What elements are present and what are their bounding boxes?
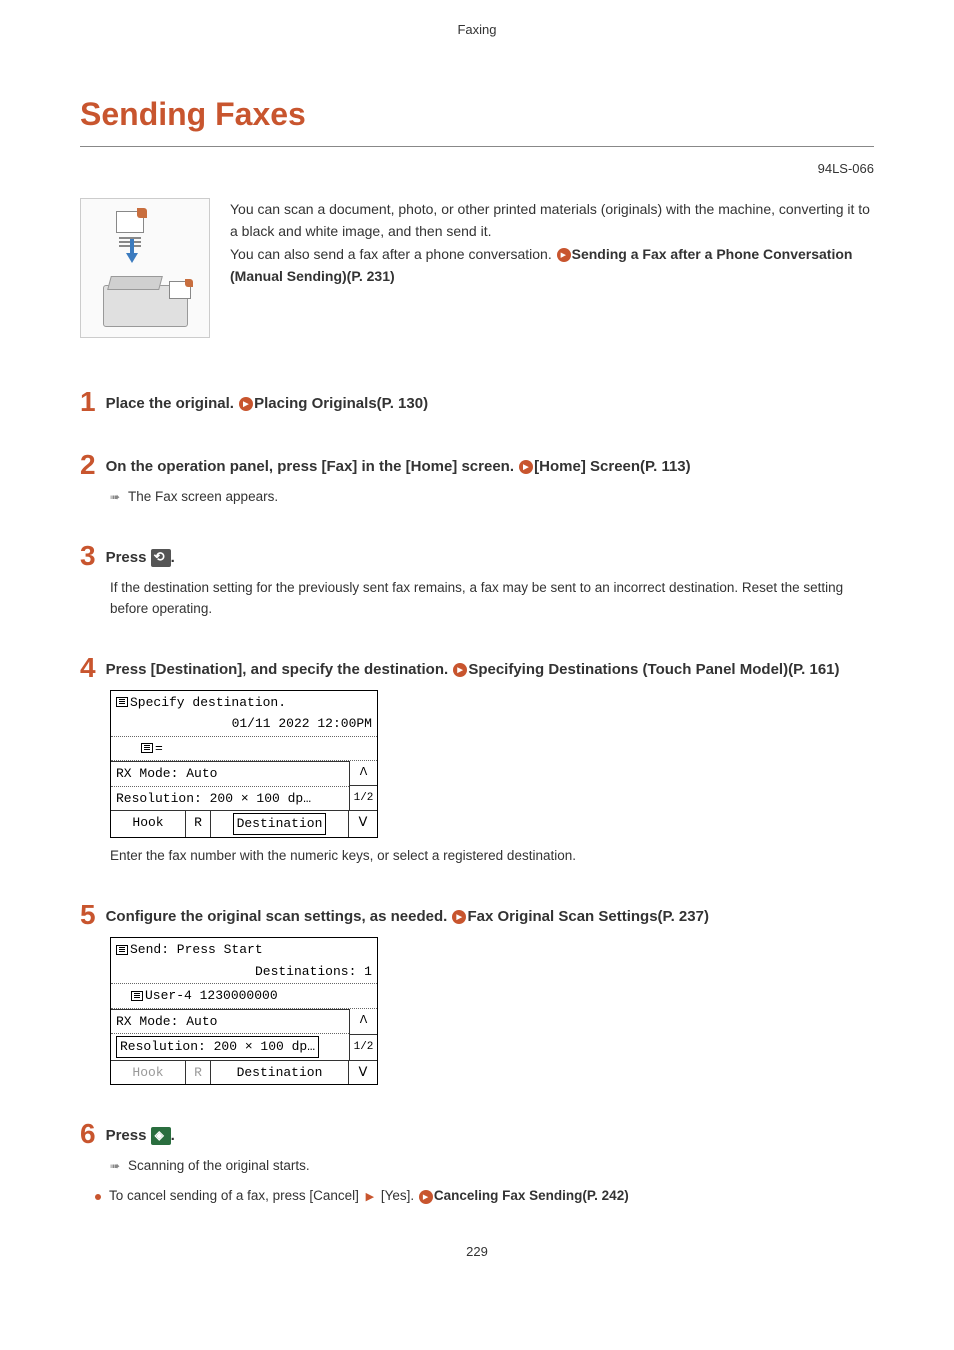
ss-hook-button: Hook [111,1061,186,1085]
page-header: Faxing [80,20,874,40]
step-number: 1 [80,388,96,416]
ss-equals: = [155,741,163,756]
step-title: Configure the original scan settings, as… [106,901,709,929]
step-6: 6 Press . Scanning of the original start… [80,1120,874,1207]
link-specifying-destinations[interactable]: Specifying Destinations (Touch Panel Mod… [468,661,839,678]
ss-user-number: User-4 1230000000 [145,988,278,1003]
document-code: 94LS-066 [80,159,874,179]
step3-text-a: Press [106,549,151,566]
link-icon [519,460,533,474]
paper-icon [131,991,143,1001]
link-icon [452,910,466,924]
ss-destinations-count: Destinations: 1 [255,962,372,982]
step-body: If the destination setting for the previ… [110,578,874,619]
step-5: 5 Configure the original scan settings, … [80,901,874,1085]
step-number: 6 [80,1120,96,1148]
step-body: The Fax screen appears. [110,487,874,507]
step-title: Press [Destination], and specify the des… [106,654,840,682]
intro-p2a: You can also send a fax after a phone co… [230,246,556,262]
figure-document-icon [116,211,144,233]
paper-icon [116,945,128,955]
step2-text: On the operation panel, press [Fax] in t… [106,458,519,475]
link-icon [419,1190,433,1204]
page-title: Sending Faxes [80,90,874,147]
step-body: Send: Press Start Destinations: 1 User-4… [110,937,874,1085]
step-number: 2 [80,451,96,479]
step-4: 4 Press [Destination], and specify the d… [80,654,874,866]
ss-destination-button: Destination [233,813,327,835]
step6-text-b: . [171,1127,175,1144]
step-body: Specify destination. 01/11 2022 12:00PM … [110,690,874,866]
step2-body: The Fax screen appears. [128,489,278,504]
ss-resolution-boxed: Resolution: 200 × 100 dp… [116,1036,319,1058]
step-number: 5 [80,901,96,929]
intro-p1: You can scan a document, photo, or other… [230,201,870,239]
link-icon [557,248,571,262]
ss-up-arrow: ᐱ [350,761,377,786]
inline-arrow-icon: ▶ [366,1191,374,1203]
ss-rx-mode: RX Mode: Auto [116,764,217,784]
ss-r-button: R [186,1061,211,1085]
ss-down-arrow: ᐯ [349,811,377,837]
reset-button-icon [151,549,171,567]
step-title: Press . [106,542,175,570]
bullet-icon [95,1194,101,1200]
step-1: 1 Place the original. Placing Originals(… [80,388,874,416]
result-arrow-icon [110,1156,124,1176]
fax-screen-screenshot: Specify destination. 01/11 2022 12:00PM … [110,690,378,838]
step-number: 3 [80,542,96,570]
step6-body1: Scanning of the original starts. [128,1158,310,1173]
ss-page-indicator: 1/2 [350,1035,377,1060]
link-fax-scan-settings[interactable]: Fax Original Scan Settings(P. 237) [467,908,708,925]
link-icon [239,397,253,411]
step6-body2b: [Yes]. [377,1188,418,1203]
link-placing-originals[interactable]: Placing Originals(P. 130) [254,395,428,412]
ss-down-arrow: ᐯ [349,1061,377,1085]
step3-body: If the destination setting for the previ… [110,580,843,615]
figure-document2-icon [169,281,191,299]
page-number: 229 [80,1242,874,1262]
step-title: Press . [106,1120,175,1148]
ss-r-button: R [186,811,211,837]
step4-text: Press [Destination], and specify the des… [106,661,453,678]
send-screen-screenshot: Send: Press Start Destinations: 1 User-4… [110,937,378,1085]
ss-rx-mode: RX Mode: Auto [116,1012,217,1032]
step6-body2a: To cancel sending of a fax, press [Cance… [109,1188,363,1203]
start-button-icon [151,1127,171,1145]
step1-text: Place the original. [106,395,239,412]
ss-hook-button: Hook [111,811,186,837]
step-title: On the operation panel, press [Fax] in t… [106,451,691,479]
step-2: 2 On the operation panel, press [Fax] in… [80,451,874,507]
intro-text: You can scan a document, photo, or other… [230,198,874,288]
step3-text-b: . [171,549,175,566]
step4-body: Enter the fax number with the numeric ke… [110,848,576,863]
link-home-screen[interactable]: [Home] Screen(P. 113) [534,458,690,475]
step-title: Place the original. Placing Originals(P.… [106,388,429,416]
step-body: Scanning of the original starts. To canc… [110,1156,874,1207]
result-arrow-icon [110,487,124,507]
step-number: 4 [80,654,96,682]
step6-text-a: Press [106,1127,151,1144]
step5-text: Configure the original scan settings, as… [106,908,452,925]
intro-figure [80,198,210,338]
ss-datetime: 01/11 2022 12:00PM [232,714,372,734]
step-3: 3 Press . If the destination setting for… [80,542,874,619]
intro-section: You can scan a document, photo, or other… [80,198,874,338]
paper-icon [141,743,153,753]
ss-page-indicator: 1/2 [350,786,377,810]
link-canceling-fax[interactable]: Canceling Fax Sending(P. 242) [434,1188,629,1203]
ss-resolution: Resolution: 200 × 100 dp… [116,789,311,809]
figure-arrow-icon [126,253,138,263]
ss-up-arrow: ᐱ [350,1009,377,1035]
ss-specify-dest: Specify destination. [130,695,286,710]
ss-destination-button: Destination [237,1065,323,1080]
ss-send-press-start: Send: Press Start [130,942,263,957]
paper-icon [116,697,128,707]
link-icon [453,663,467,677]
